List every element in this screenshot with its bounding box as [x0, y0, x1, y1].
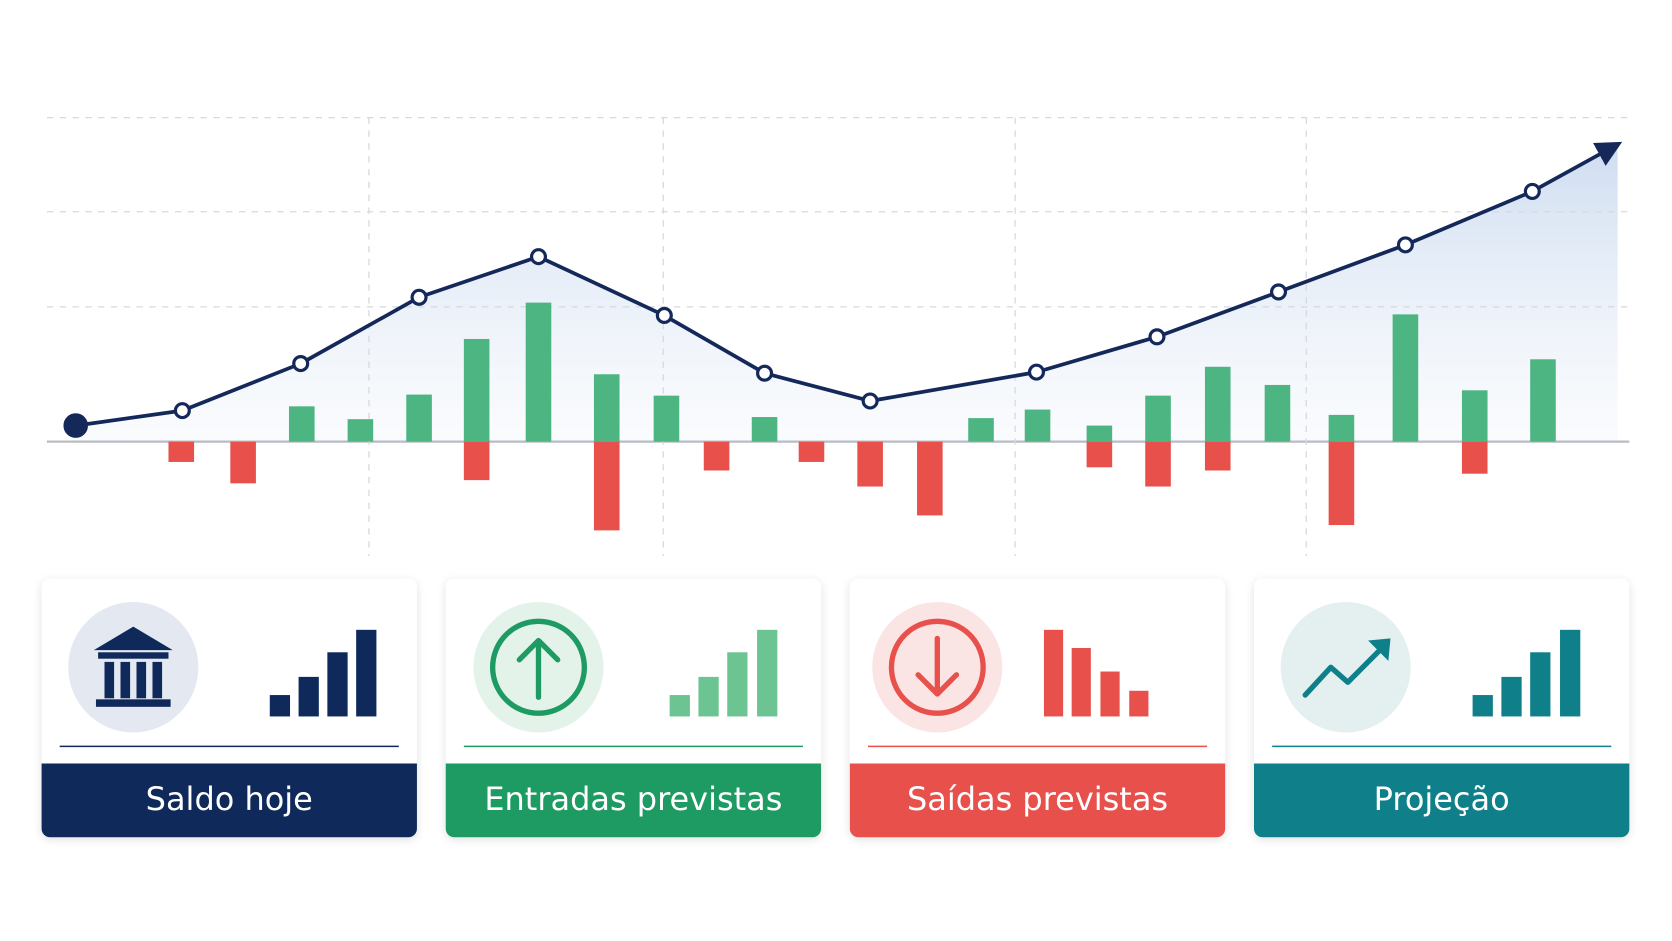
bar — [1328, 414, 1355, 442]
down-arrow — [915, 635, 960, 697]
bar — [917, 441, 943, 516]
point — [292, 355, 310, 373]
point — [861, 392, 879, 410]
bar — [1328, 441, 1355, 526]
bar — [288, 406, 315, 442]
card-band — [41, 763, 417, 838]
bar — [857, 441, 883, 487]
bar — [1264, 384, 1291, 442]
up-icon — [489, 618, 588, 716]
point — [1396, 236, 1414, 254]
point — [756, 364, 774, 382]
card-band — [1254, 763, 1630, 838]
card-label: Entradas previstas — [484, 780, 782, 818]
bar — [1392, 314, 1419, 442]
bar — [1145, 441, 1171, 487]
mini-bars — [269, 629, 377, 717]
point — [655, 306, 673, 325]
bar — [463, 441, 490, 481]
bar — [593, 441, 620, 531]
icon-bg — [1280, 602, 1411, 733]
bar — [751, 417, 778, 442]
area — [75, 144, 1618, 442]
mini-bars — [669, 629, 778, 717]
bar — [168, 441, 195, 462]
down-icon — [888, 618, 986, 716]
mini-bars — [1043, 629, 1149, 717]
up-arrow — [516, 637, 561, 700]
trend-icon — [1302, 643, 1387, 698]
point — [1523, 182, 1541, 200]
bar — [1024, 409, 1051, 442]
bar — [1086, 425, 1113, 442]
point — [529, 248, 548, 266]
card-label: Saldo hoje — [146, 780, 313, 818]
mini-bars — [1472, 629, 1581, 717]
card-band — [849, 763, 1226, 838]
point — [1269, 283, 1288, 301]
bar — [1086, 441, 1113, 468]
card: Projeção — [1254, 578, 1630, 838]
point — [1027, 363, 1046, 381]
card-label: Projeção — [1374, 780, 1510, 818]
card: Saldo hoje — [41, 578, 417, 838]
bar — [1204, 441, 1231, 471]
trend-arrow — [1368, 638, 1391, 661]
point — [1148, 328, 1166, 346]
bar — [968, 418, 994, 442]
card: Entradas previstas — [445, 578, 822, 838]
bar — [593, 374, 620, 442]
bar — [1145, 395, 1171, 442]
bar — [230, 441, 256, 484]
bar — [1461, 390, 1488, 442]
bar — [1530, 359, 1556, 442]
point — [173, 402, 191, 420]
point — [63, 413, 88, 438]
bar — [347, 419, 374, 442]
cards: Saldo hoje Entradas previstas — [41, 578, 1630, 838]
plot-area — [46, 116, 1630, 557]
bar — [703, 441, 730, 471]
card: Saídas previstas — [849, 578, 1226, 838]
point — [410, 288, 428, 306]
bar — [1461, 441, 1488, 474]
bar — [463, 338, 490, 442]
card-band — [445, 763, 822, 838]
bar — [1204, 366, 1231, 442]
bank-icon — [93, 626, 173, 707]
bar — [525, 302, 552, 442]
card-label: Saídas previstas — [907, 780, 1168, 818]
bar — [406, 394, 432, 442]
bar — [798, 441, 825, 462]
icon-bg — [68, 602, 199, 733]
bar — [653, 395, 680, 442]
line — [75, 141, 1623, 428]
